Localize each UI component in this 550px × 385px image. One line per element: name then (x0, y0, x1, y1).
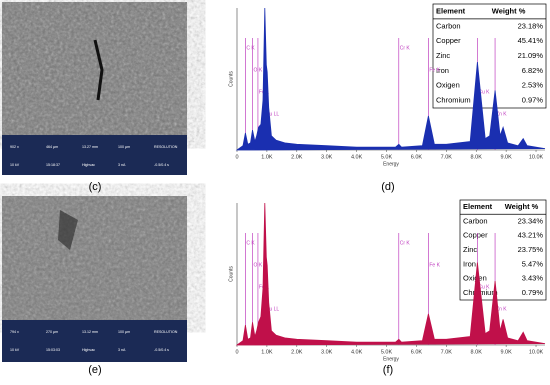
table-frame (459, 199, 547, 301)
table-cell: 0.79% (522, 288, 544, 297)
x-tick-label: 7.0K (441, 154, 453, 160)
info-value: -0.5/0.4 s (154, 348, 169, 352)
table-cell: 45.41% (518, 36, 544, 45)
x-tick-label: 1.0K (261, 349, 273, 355)
info-value: 464 µm (46, 145, 58, 149)
table-cell: Iron (463, 259, 476, 268)
x-tick-label: 6.0K (411, 349, 423, 355)
element-label: Cr K (400, 240, 411, 246)
table-cell: Copper (463, 231, 488, 240)
x-tick-label: 5.0K (381, 349, 393, 355)
element-label: Cu K (478, 284, 490, 290)
y-axis-label: Counts (228, 266, 234, 282)
table-header: Element (436, 6, 466, 15)
info-value: 10 kV (10, 163, 20, 167)
element-label: Fe K (429, 67, 440, 73)
panel-label: (d) (381, 181, 394, 193)
x-tick-label: 6.0K (411, 154, 423, 160)
x-tick-label: 2.0K (291, 154, 303, 160)
table-cell: 2.53% (522, 81, 544, 90)
element-label: C K (246, 45, 255, 51)
table-cell: Oxigen (463, 274, 487, 283)
element-label: Cu LL (266, 306, 280, 312)
info-value: Highvac (82, 163, 95, 167)
element-label: Zn K (496, 111, 507, 117)
info-value: 3 nA (118, 348, 126, 352)
x-axis-label: Energy (383, 356, 399, 362)
element-label: Cu K (478, 89, 490, 95)
info-value: 794 x (10, 330, 19, 334)
info-value: 10 kV (10, 348, 20, 352)
table-cell: Zinc (463, 245, 477, 254)
table-cell: 3.43% (522, 274, 544, 283)
table-header: Weight % (492, 6, 526, 15)
info-bar (2, 320, 187, 362)
x-tick-label: 10.0K (529, 154, 544, 160)
table-cell: 23.18% (518, 21, 544, 30)
table-header: Weight % (505, 202, 539, 211)
table-cell: Oxigen (436, 81, 460, 90)
element-label: Cr K (400, 45, 411, 51)
x-tick-label: 8.0K (471, 154, 483, 160)
x-axis-label: Energy (383, 161, 399, 167)
table-cell: Iron (436, 66, 449, 75)
x-tick-label: 10.0K (529, 349, 544, 355)
table-cell: 0.97% (522, 96, 544, 105)
panel-label: (f) (383, 364, 393, 376)
element-label: Zn K (496, 306, 507, 312)
x-tick-label: 0 (235, 349, 238, 355)
panel-label: (e) (88, 364, 101, 376)
x-tick-label: 4.0K (351, 154, 363, 160)
table-cell: 23.34% (518, 216, 544, 225)
table-cell: Copper (436, 36, 461, 45)
info-bar (2, 135, 187, 175)
x-tick-label: 4.0K (351, 349, 363, 355)
info-value: 100 µm (118, 330, 130, 334)
spectrum (235, 202, 546, 346)
info-value: 15:18:37 (46, 163, 60, 167)
x-tick-label: 9.0K (500, 154, 512, 160)
x-tick-label: 9.0K (500, 349, 512, 355)
table-frame (432, 3, 547, 109)
y-axis-label: Counts (228, 71, 234, 87)
info-value: RESOLUTION (154, 145, 178, 149)
x-tick-label: 1.0K (261, 154, 273, 160)
x-tick-label: 3.0K (321, 154, 333, 160)
table-cell: Carbon (463, 216, 488, 225)
table-cell: 5.47% (522, 259, 544, 268)
element-label: C K (246, 240, 255, 246)
table-cell: 43.21% (518, 231, 544, 240)
info-value: Highvac (82, 348, 95, 352)
table-header: Element (463, 202, 493, 211)
x-tick-label: 3.0K (321, 349, 333, 355)
table-cell: 23.75% (518, 245, 544, 254)
x-tick-label: 5.0K (381, 154, 393, 160)
table-cell: 21.09% (518, 51, 544, 60)
table-cell: Zinc (436, 51, 450, 60)
info-value: RESOLUTION (154, 330, 178, 334)
element-label: Fe K (429, 262, 440, 268)
info-value: 902 x (10, 145, 19, 149)
info-value: 100 µm (118, 145, 130, 149)
info-value: 13.12 mm (82, 330, 98, 334)
table-cell: 6.82% (522, 66, 544, 75)
table-cell: Chromium (436, 96, 471, 105)
table-cell: Carbon (436, 21, 461, 30)
x-tick-label: 0 (235, 154, 238, 160)
info-value: 13.27 mm (82, 145, 98, 149)
sem-image (2, 196, 187, 320)
sem-image (2, 2, 187, 135)
info-value: 3 nA (118, 163, 126, 167)
info-value: -0.5/0.4 s (154, 163, 169, 167)
spectrum (235, 7, 546, 151)
info-value: 15:03:03 (46, 348, 60, 352)
element-label: Cu LL (266, 111, 280, 117)
panel-label: (c) (89, 181, 102, 193)
info-value: 270 µm (46, 330, 58, 334)
x-tick-label: 8.0K (471, 349, 483, 355)
x-tick-label: 2.0K (291, 349, 303, 355)
x-tick-label: 7.0K (441, 349, 453, 355)
